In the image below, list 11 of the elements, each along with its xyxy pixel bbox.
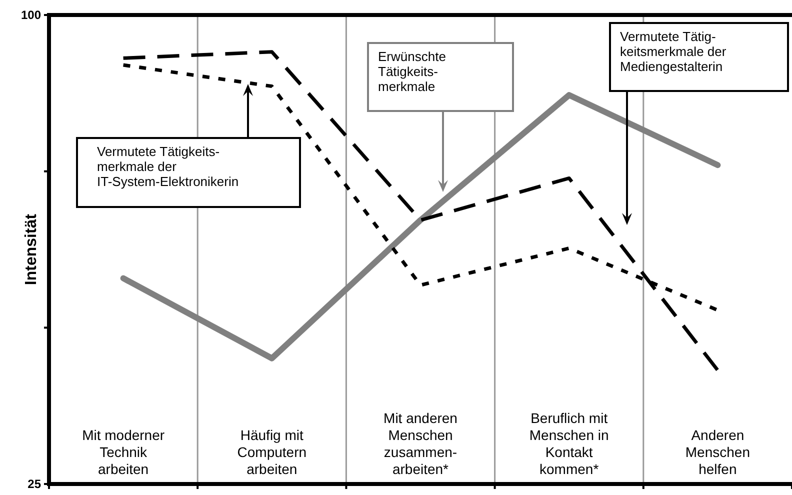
x-tick-label: Häufig mit Computern arbeiten [237, 427, 307, 477]
x-tick-label: Mit anderen Menschen zusammen- arbeiten* [384, 410, 458, 477]
x-tick-label: Mit moderner Technik arbeiten [82, 427, 165, 477]
y-tick-label: 100 [20, 8, 42, 22]
annotation: Vermutete Tätig- keitsmerkmale der Mediengestalterin [620, 29, 727, 74]
y-tick-label: 25 [28, 477, 42, 492]
annotation: Erwünschte Tätigkeits- merkmale [378, 49, 446, 94]
x-tick-label: Anderen Menschen helfen [685, 427, 750, 477]
y-axis-title: Intensität [23, 213, 40, 286]
annotation: Vermutete Tätigkeits- merkmale der IT-System-Elektronikerin [97, 144, 239, 189]
x-tick-label: Beruflich mit Menschen in Kontakt kommen* [529, 410, 609, 477]
